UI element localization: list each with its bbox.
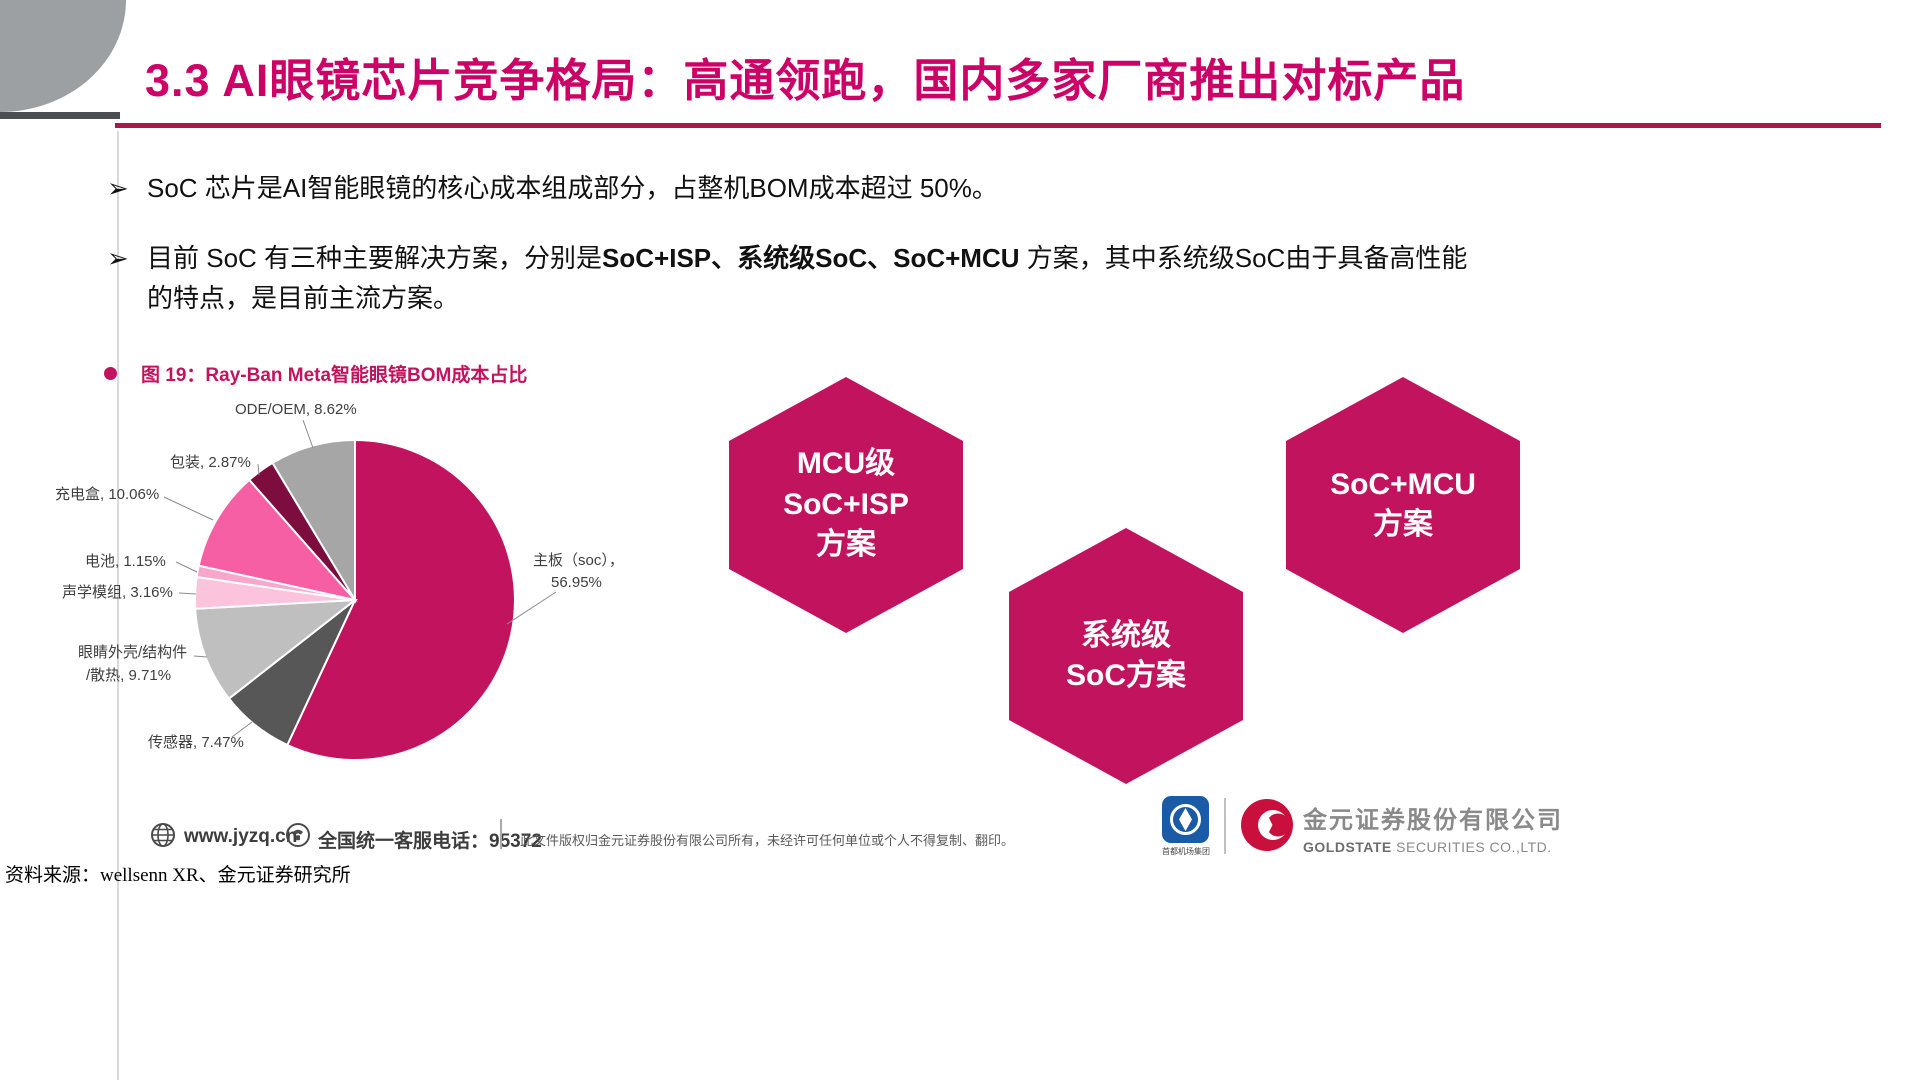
- pie-label: 56.95%: [551, 574, 602, 591]
- pie-leader-line: [175, 561, 198, 573]
- hexagon-label: 系统级 SoC方案: [1066, 616, 1186, 697]
- bullet-segment: 方案，其中系统级SoC由于具备高性能的特点，是目前主流方案。: [147, 243, 1468, 314]
- company-name-cn: 金元证券股份有限公司: [1303, 807, 1563, 834]
- company-name-en-bold: GOLDSTATE: [1303, 839, 1392, 855]
- hexagon-line: 方案: [1373, 508, 1433, 541]
- hexagon-system-soc: 系统级 SoC方案: [1009, 528, 1243, 784]
- bom-cost-pie-chart: 主板（soc）， 56.95% 传感器, 7.47% 眼睛外壳/结构件/散热, 9.7…: [0, 380, 700, 810]
- bullet-segment-bold: SoC+ISP、系统级SoC、SoC+MCU: [602, 243, 1020, 273]
- pie-leader-line: [163, 496, 214, 521]
- logo-divider: [1224, 798, 1226, 854]
- bullet-dot-icon: [104, 367, 117, 380]
- capital-airports-logo: [1162, 796, 1209, 843]
- pie-label: 充电盒, 10.06%: [55, 486, 159, 503]
- corner-bar-decoration: [0, 112, 120, 119]
- title-underline: [115, 123, 1881, 128]
- footer-divider: [500, 819, 502, 849]
- bullet-point-1: ➢ SoC 芯片是AI智能眼镜的核心成本组成部分，占整机BOM成本超过 50%。: [107, 168, 1487, 208]
- hexagon-label: MCU级 SoC+ISP 方案: [783, 444, 909, 566]
- company-name-block: 金元证券股份有限公司 GOLDSTATE SECURITIES CO.,LTD.: [1303, 800, 1563, 855]
- pie-slice-眼睛外壳/结构件/散热: [194, 598, 359, 701]
- pie-label: 包装, 2.87%: [170, 454, 251, 471]
- pie-leader-line: [231, 721, 253, 738]
- goldstate-logo: [1240, 798, 1294, 852]
- hexagon-line: SoC+ISP: [783, 487, 909, 521]
- pie-label: 传感器, 7.47%: [148, 734, 244, 751]
- pie-slice-充电盒: [197, 478, 358, 602]
- pie-leader-line: [302, 419, 314, 449]
- pie-label: 声学模组, 3.16%: [62, 583, 173, 601]
- copyright-text: 此文件版权归金元证券股份有限公司所有，未经许可任何单位或个人不得复制、翻印。: [520, 833, 1015, 848]
- hexagon-line: SoC+MCU: [1330, 467, 1476, 501]
- hexagon-line: 系统级: [1081, 618, 1171, 652]
- company-name-en: GOLDSTATE SECURITIES CO.,LTD.: [1303, 839, 1563, 855]
- hexagon-line: SoC方案: [1066, 659, 1186, 692]
- pie-label: 眼睛外壳/结构件: [78, 644, 187, 661]
- hexagon-line: MCU级: [796, 447, 896, 481]
- hexagon-soc-mcu: SoC+MCU 方案: [1286, 377, 1520, 633]
- page-title: 3.3 AI眼镜芯片竞争格局：高通领跑，国内多家厂商推出对标产品: [145, 55, 1466, 106]
- bullet-text: 目前 SoC 有三种主要解决方案，分别是SoC+ISP、系统级SoC、SoC+M…: [107, 238, 1487, 319]
- pie-leader-line: [178, 592, 197, 595]
- bullet-arrow-icon: ➢: [107, 173, 129, 203]
- company-name-en-rest: SECURITIES CO.,LTD.: [1391, 839, 1552, 855]
- pie-label: 主板（soc），: [533, 551, 624, 569]
- globe-icon: [150, 822, 176, 848]
- figure-caption-text: 图 19：Ray-Ban Meta智能眼镜BOM成本占比: [141, 365, 528, 386]
- pie-label: ODE/OEM, 8.62%: [235, 401, 357, 418]
- left-margin-line: [117, 131, 119, 1080]
- figure-caption: 图 19：Ray-Ban Meta智能眼镜BOM成本占比: [104, 360, 527, 387]
- bullet-arrow-icon: ➢: [107, 243, 129, 273]
- pie-chart-svg: 主板（soc）， 56.95% 传感器, 7.47% 眼睛外壳/结构件/散热, 9.7…: [55, 401, 624, 761]
- bullet-segment: 目前 SoC 有三种主要解决方案，分别是: [147, 243, 603, 273]
- hexagon-mcu-soc-isp: MCU级 SoC+ISP 方案: [729, 377, 963, 633]
- capital-airports-caption: 首都机场集团: [1162, 847, 1210, 856]
- bullet-text: SoC 芯片是AI智能眼镜的核心成本组成部分，占整机BOM成本超过 50%。: [107, 168, 1487, 208]
- hexagon-label: SoC+MCU 方案: [1330, 465, 1476, 546]
- hotline-text: 全国统一客服电话：95372: [318, 831, 542, 852]
- phone-icon: [285, 822, 311, 848]
- bullet-point-2: ➢ 目前 SoC 有三种主要解决方案，分别是SoC+ISP、系统级SoC、SoC…: [107, 238, 1487, 319]
- pie-slice-主板（soc）: [285, 438, 516, 761]
- source-note: 资料来源：wellsenn XR、金元证券研究所: [5, 865, 351, 886]
- pie-leader-line: [257, 463, 260, 476]
- pie-leader-line: [506, 591, 557, 625]
- corner-decoration: [0, 0, 126, 112]
- pie-label: /散热, 9.71%: [86, 667, 171, 684]
- website-text: www.jyzq.cn: [184, 826, 298, 847]
- hexagon-line: 方案: [816, 528, 876, 562]
- pie-leader-line: [193, 655, 208, 658]
- pie-label: 电池, 1.15%: [85, 553, 166, 570]
- bullet-segment: SoC 芯片是AI智能眼镜的核心成本组成部分，占整机BOM成本超过 50%。: [147, 173, 998, 203]
